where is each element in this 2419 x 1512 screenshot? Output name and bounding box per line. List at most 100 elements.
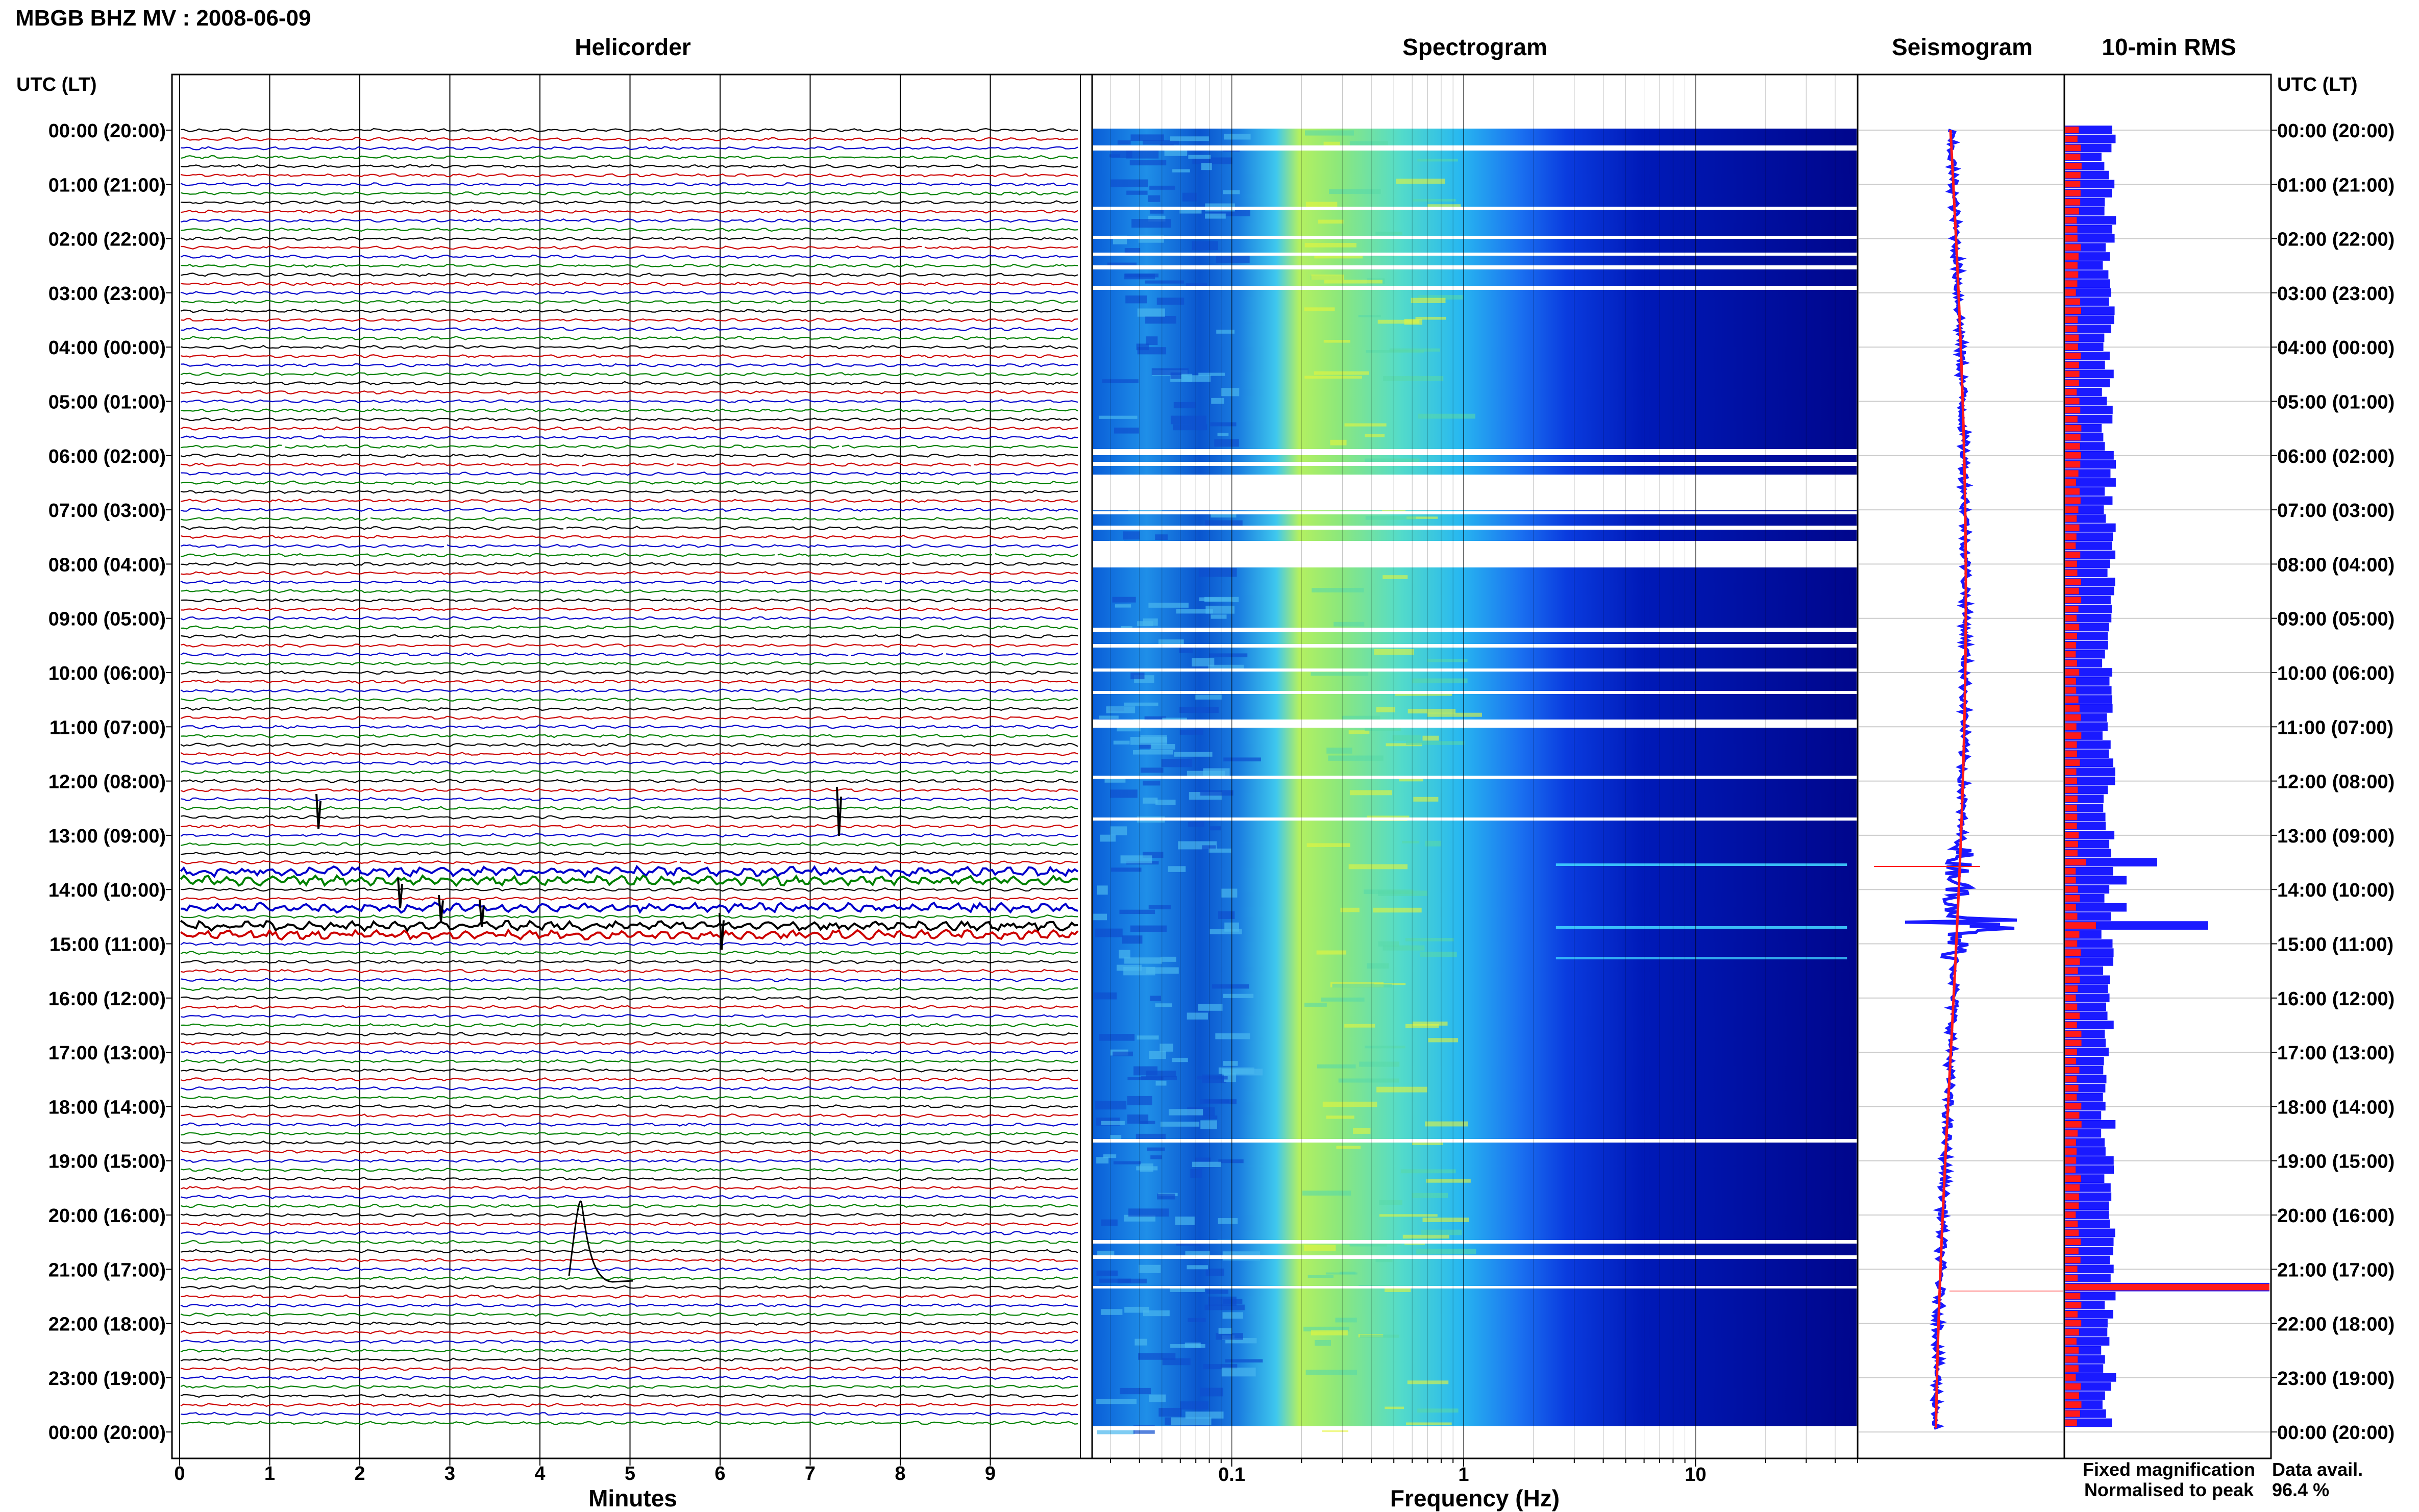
helicorder-trace-row bbox=[180, 978, 1078, 982]
rms-bar-normalised bbox=[2065, 678, 2076, 685]
rms-bar-normalised bbox=[2065, 208, 2079, 215]
rms-bar-normalised bbox=[2065, 1311, 2078, 1318]
frequency-axis: 0.1 1 10 bbox=[1109, 1458, 1858, 1485]
time-label-right: 21:00 (17:00) bbox=[2277, 1259, 2395, 1281]
time-label-right: 02:00 (22:00) bbox=[2277, 229, 2395, 251]
spectrogram-texture-cell bbox=[1180, 1401, 1209, 1410]
rms-bar-normalised bbox=[2065, 786, 2078, 794]
rms-bar-normalised bbox=[2065, 1329, 2079, 1336]
spectrogram-data-gap bbox=[1093, 668, 1857, 672]
rms-panel bbox=[2063, 73, 2272, 1459]
helicorder-trace-row bbox=[180, 489, 1078, 494]
rms-bar-normalised bbox=[2065, 407, 2081, 414]
spectrogram-texture-cell bbox=[1097, 885, 1108, 895]
spectrogram-texture-cell bbox=[1338, 1078, 1399, 1083]
rms-bar-normalised bbox=[2065, 1266, 2078, 1273]
rms-bar-normalised bbox=[2065, 1139, 2076, 1146]
time-label-left: 00:00 (20:00) bbox=[48, 120, 166, 142]
spectrogram-texture-cell bbox=[1172, 1057, 1188, 1062]
rms-bar-normalised bbox=[2065, 353, 2081, 359]
helicorder-trace-row bbox=[180, 1231, 1078, 1235]
rms-bar-normalised bbox=[2065, 244, 2081, 251]
rms-bar-fixed bbox=[2065, 686, 2112, 695]
spectrogram-texture-cell bbox=[1211, 513, 1237, 518]
spectrogram-texture-cell bbox=[1216, 330, 1235, 334]
minute-tick-label: 9 bbox=[985, 1463, 996, 1484]
helicorder-trace-row bbox=[180, 1285, 1078, 1290]
time-label-left: 09:00 (05:00) bbox=[48, 609, 166, 630]
spectrogram-texture-cell bbox=[1095, 1101, 1127, 1110]
rms-bar-normalised bbox=[2065, 1202, 2079, 1209]
spectrogram-texture-cell bbox=[1098, 415, 1138, 419]
helicorder-trace-row bbox=[180, 1204, 1078, 1208]
spectrogram-texture-cell bbox=[1096, 1399, 1137, 1404]
spectrogram-texture-cell bbox=[1221, 388, 1240, 396]
spectrogram-texture-cell bbox=[1204, 597, 1239, 603]
helicorder-trace-row bbox=[180, 354, 1078, 359]
spectrogram-texture-cell bbox=[1408, 709, 1456, 714]
spectrogram-texture-cell bbox=[1349, 790, 1392, 796]
spectrogram-texture-cell bbox=[1200, 1387, 1223, 1397]
spectrogram-texture-cell bbox=[1176, 609, 1213, 614]
spectrogram-texture-cell bbox=[1157, 1194, 1175, 1200]
helicorder-trace-row bbox=[180, 1348, 1078, 1353]
spectrogram-data-gap bbox=[1093, 1255, 1857, 1259]
spectrogram-texture-cell bbox=[1305, 202, 1338, 208]
helicorder-trace-row bbox=[180, 1258, 1078, 1262]
rms-bar-normalised bbox=[2065, 967, 2078, 974]
helicorder-trace-row bbox=[180, 1005, 1078, 1009]
helicorder-event-spike bbox=[397, 877, 403, 909]
spectrogram-event-streak bbox=[1556, 926, 1847, 929]
rms-bar-fixed bbox=[2065, 532, 2113, 541]
spectrogram-texture-cell bbox=[1130, 134, 1165, 141]
spectrogram-texture-cell bbox=[1200, 1099, 1237, 1104]
spectrogram-texture-cell bbox=[1140, 767, 1164, 773]
time-label-right: 12:00 (08:00) bbox=[2277, 772, 2395, 793]
spectrogram-texture-cell bbox=[1223, 1061, 1238, 1066]
spectrogram-texture-cell bbox=[1203, 768, 1230, 778]
helicorder-trace-row bbox=[180, 896, 1078, 901]
rms-bar-normalised bbox=[2065, 515, 2077, 522]
helicorder-trace-row bbox=[180, 417, 1078, 422]
rms-bar-normalised bbox=[2065, 597, 2082, 604]
spectrogram-texture-cell bbox=[1143, 1310, 1170, 1317]
spectrogram-texture-cell bbox=[1099, 1034, 1135, 1041]
spectrogram-texture-cell bbox=[1170, 415, 1206, 425]
helicorder-trace-row bbox=[180, 480, 1078, 485]
spectrogram-texture-cell bbox=[1367, 963, 1389, 969]
helicorder-trace-row bbox=[180, 580, 1078, 585]
rms-bar-normalised bbox=[2065, 750, 2077, 757]
rms-bar-normalised bbox=[2065, 723, 2077, 730]
rms-bar-normalised bbox=[2065, 1220, 2078, 1227]
spectrogram-texture-cell bbox=[1143, 780, 1161, 786]
spectrogram-texture-cell bbox=[1383, 376, 1444, 381]
spectrogram-texture-cell bbox=[1172, 169, 1190, 172]
spectrogram-texture-cell bbox=[1302, 1191, 1351, 1196]
spectrogram-data-gap bbox=[1093, 541, 1857, 567]
spectrogram-texture-cell bbox=[1149, 743, 1175, 750]
time-label-right: 14:00 (10:00) bbox=[2277, 880, 2395, 901]
helicorder-trace-row bbox=[180, 300, 1078, 304]
time-label-right: 00:00 (20:00) bbox=[2277, 1422, 2395, 1444]
helicorder-trace-row bbox=[180, 914, 1078, 919]
spectrogram-texture-cell bbox=[1109, 154, 1120, 158]
spectrogram-event-streak bbox=[1556, 957, 1847, 959]
helicorder-trace-row bbox=[180, 471, 1078, 476]
spectrogram-texture-cell bbox=[1218, 1328, 1232, 1334]
helicorder-trace-row bbox=[180, 1222, 1078, 1226]
helicorder-trace-row bbox=[180, 516, 1078, 522]
rms-bar-normalised bbox=[2065, 488, 2080, 495]
rms-bar-normalised bbox=[2065, 1094, 2077, 1101]
spectrogram-texture-cell bbox=[1201, 162, 1212, 170]
minute-tick-label: 4 bbox=[534, 1463, 545, 1484]
helicorder-trace-row bbox=[180, 191, 1078, 196]
spectrogram-texture-cell bbox=[1321, 997, 1365, 1002]
spectrogram-texture-cell bbox=[1160, 1121, 1200, 1127]
rms-bar-normalised bbox=[2065, 271, 2079, 278]
helicorder-trace-row bbox=[180, 1294, 1078, 1299]
helicorder-trace-row bbox=[180, 344, 1078, 350]
spectrogram-texture-cell bbox=[1198, 373, 1225, 376]
spectrogram-texture-cell bbox=[1323, 141, 1340, 147]
helicorder-trace-row bbox=[180, 408, 1078, 413]
helicorder-trace-row bbox=[180, 1384, 1078, 1389]
